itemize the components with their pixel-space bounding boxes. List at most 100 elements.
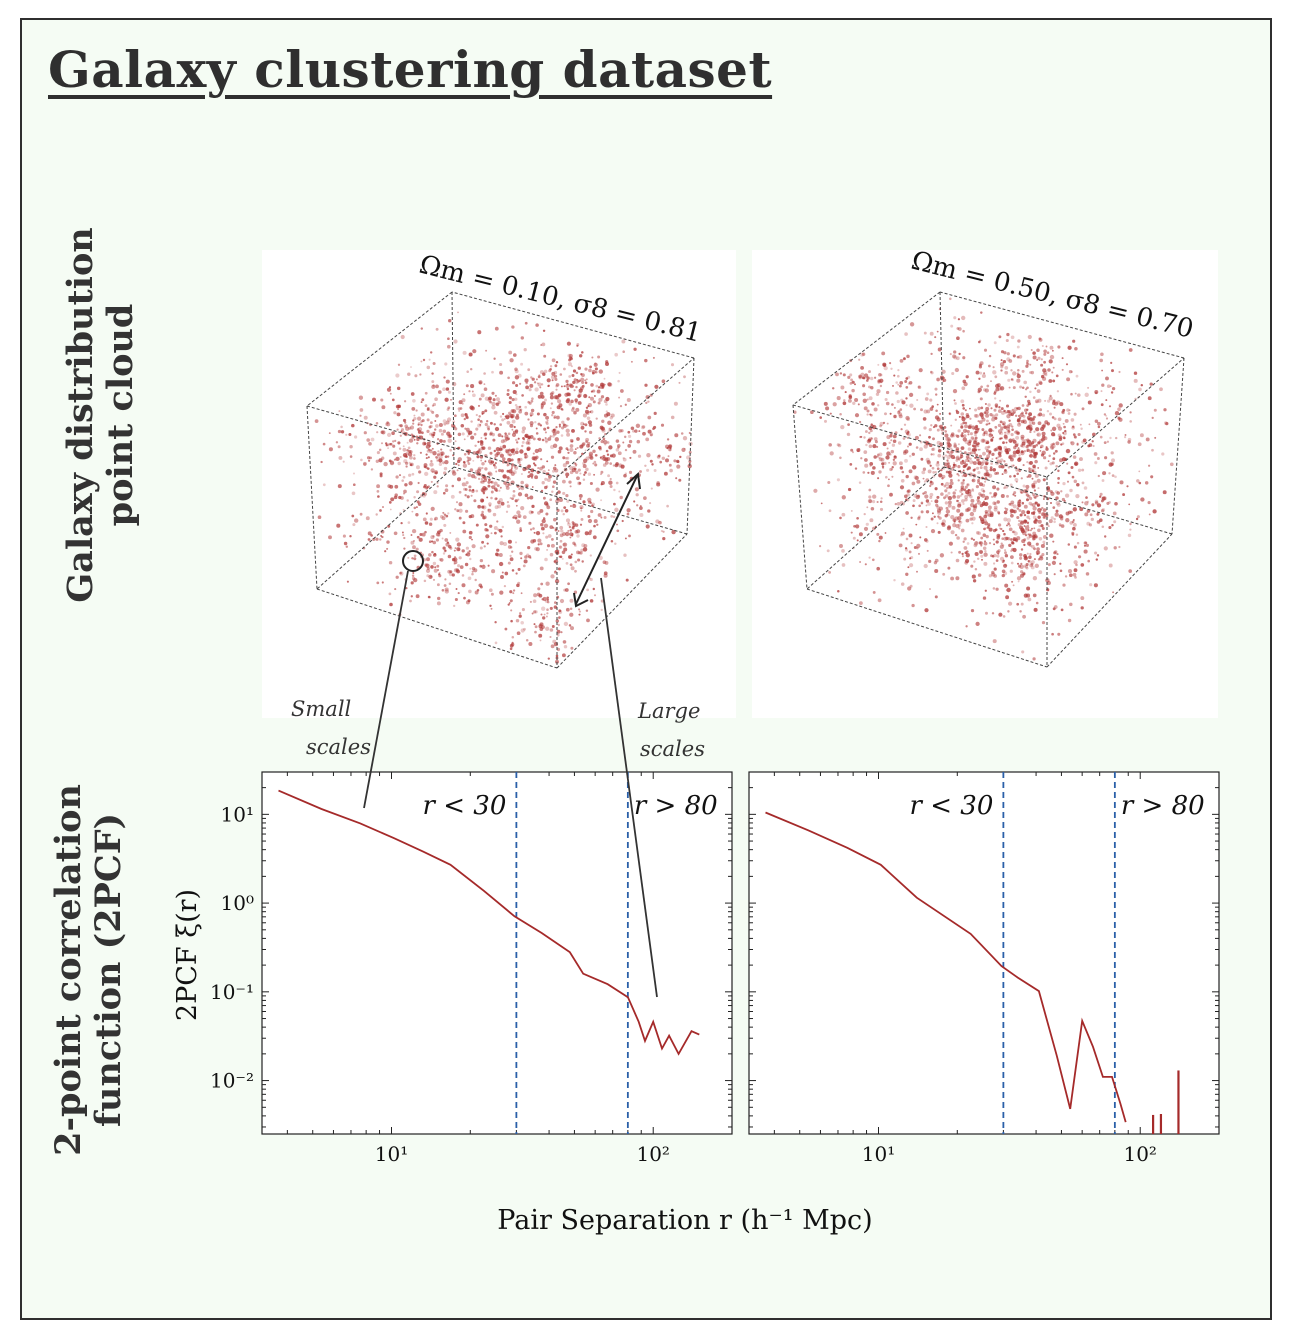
galaxy-point xyxy=(876,532,880,536)
galaxy-point xyxy=(1017,339,1021,343)
galaxy-point xyxy=(874,440,878,444)
galaxy-point xyxy=(1001,569,1006,574)
galaxy-point xyxy=(975,430,978,434)
galaxy-point xyxy=(495,470,498,473)
galaxy-point xyxy=(430,565,434,569)
galaxy-point xyxy=(636,504,639,507)
galaxy-point xyxy=(1041,527,1045,530)
galaxy-point xyxy=(411,472,415,476)
galaxy-point xyxy=(985,534,989,539)
galaxy-point xyxy=(956,472,959,476)
galaxy-point xyxy=(1153,408,1157,412)
galaxy-point xyxy=(572,523,575,526)
galaxy-point xyxy=(543,427,547,431)
galaxy-point xyxy=(897,441,902,445)
galaxy-point xyxy=(467,576,472,581)
galaxy-point xyxy=(376,581,380,585)
galaxy-point xyxy=(947,514,951,517)
galaxy-point xyxy=(545,420,548,424)
galaxy-point xyxy=(1021,404,1025,407)
galaxy-point xyxy=(1003,460,1006,463)
galaxy-point xyxy=(1001,428,1004,431)
galaxy-point xyxy=(566,387,570,391)
galaxy-point xyxy=(550,644,555,649)
galaxy-point xyxy=(389,392,392,395)
galaxy-point xyxy=(939,442,944,447)
galaxy-point xyxy=(546,460,549,463)
galaxy-point xyxy=(1039,556,1044,561)
galaxy-point xyxy=(953,350,957,354)
galaxy-point xyxy=(988,354,992,358)
galaxy-point xyxy=(449,570,453,574)
galaxy-point xyxy=(950,424,953,427)
galaxy-point xyxy=(486,425,490,429)
galaxy-point xyxy=(868,495,872,499)
galaxy-point xyxy=(942,474,946,479)
galaxy-point xyxy=(337,429,342,434)
galaxy-point xyxy=(651,463,654,466)
galaxy-point xyxy=(604,432,607,436)
galaxy-point xyxy=(982,459,986,464)
galaxy-point xyxy=(1025,484,1030,489)
galaxy-point xyxy=(1065,518,1070,523)
galaxy-point xyxy=(652,427,655,431)
galaxy-point xyxy=(998,449,1003,454)
galaxy-point xyxy=(650,487,653,490)
galaxy-point xyxy=(428,522,433,526)
galaxy-point xyxy=(909,557,912,560)
galaxy-point xyxy=(598,437,601,440)
galaxy-point xyxy=(458,409,461,413)
galaxy-point xyxy=(479,558,484,563)
galaxy-point xyxy=(889,453,892,456)
galaxy-point xyxy=(1069,602,1073,607)
galaxy-point xyxy=(586,411,590,415)
galaxy-point xyxy=(1124,434,1127,436)
galaxy-point xyxy=(872,494,877,499)
galaxy-point xyxy=(917,552,921,555)
galaxy-point xyxy=(477,468,482,473)
galaxy-point xyxy=(359,408,364,412)
galaxy-point xyxy=(1000,369,1003,372)
galaxy-point xyxy=(451,484,455,488)
galaxy-point xyxy=(1030,348,1033,352)
galaxy-point xyxy=(594,453,598,457)
galaxy-point xyxy=(446,431,451,436)
galaxy-point xyxy=(937,453,942,458)
galaxy-point xyxy=(954,402,957,405)
galaxy-point xyxy=(511,428,514,431)
galaxy-point xyxy=(984,388,989,393)
galaxy-point xyxy=(1073,560,1078,565)
galaxy-point xyxy=(1039,408,1043,412)
galaxy-point xyxy=(493,465,498,469)
galaxy-point xyxy=(860,372,865,377)
galaxy-point xyxy=(467,473,472,477)
galaxy-point xyxy=(1150,475,1154,479)
galaxy-point xyxy=(463,596,466,600)
galaxy-point xyxy=(639,470,642,473)
cube-edge xyxy=(806,588,1048,668)
galaxy-point xyxy=(525,441,529,445)
galaxy-point xyxy=(452,425,456,429)
galaxy-point xyxy=(537,382,542,387)
galaxy-point xyxy=(487,508,490,511)
galaxy-point xyxy=(992,562,996,565)
galaxy-point xyxy=(501,418,505,422)
galaxy-point xyxy=(912,465,917,470)
galaxy-point xyxy=(568,624,572,627)
galaxy-point xyxy=(576,344,579,347)
galaxy-point xyxy=(934,336,937,339)
galaxy-point xyxy=(1029,544,1032,548)
galaxy-point xyxy=(479,498,485,503)
x-axis-label: Pair Separation r (h⁻¹ Mpc) xyxy=(497,1205,872,1236)
galaxy-point xyxy=(955,447,960,451)
galaxy-point xyxy=(322,483,326,487)
galaxy-point xyxy=(1103,546,1108,551)
galaxy-point xyxy=(946,437,951,442)
galaxy-point xyxy=(979,466,983,470)
galaxy-point xyxy=(964,464,967,468)
galaxy-point xyxy=(683,375,686,379)
galaxy-point xyxy=(470,435,475,440)
galaxy-point xyxy=(922,477,925,480)
galaxy-point xyxy=(402,508,405,511)
